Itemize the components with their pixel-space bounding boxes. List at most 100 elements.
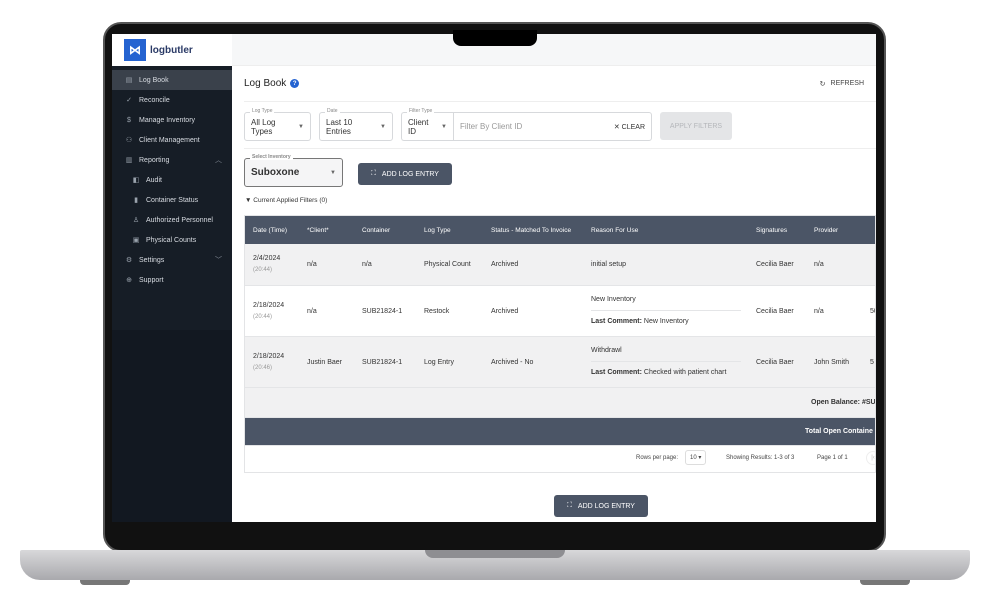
gear-icon: ⚙ xyxy=(125,257,133,264)
log-table: Date (Time) *Client* Container Log Type … xyxy=(244,215,876,473)
sidebar-item-reconcile[interactable]: ✓ Reconcile xyxy=(112,90,232,110)
log-type: Physical Count xyxy=(424,261,471,268)
last-comment-label: Last Comment: xyxy=(591,318,642,325)
date: 2/18/2024 xyxy=(253,302,285,309)
field-label: Select Inventory xyxy=(250,154,293,160)
main-content: Log Book? ↻ REFRESH Log Type All Log Types… xyxy=(232,66,876,522)
page-title-text: Log Book xyxy=(244,78,287,89)
client-id-filter-input[interactable]: Filter By Client ID ✕ CLEAR xyxy=(453,112,652,141)
time: (20:46) xyxy=(253,365,273,371)
refresh-button[interactable]: ↻ REFRESH xyxy=(820,80,864,88)
clear-button[interactable]: ✕ CLEAR xyxy=(613,123,645,131)
col-client[interactable]: *Client* xyxy=(307,227,329,234)
log-type-select[interactable]: Log Type All Log Types ▼ xyxy=(244,108,311,141)
sidebar-item-log-book[interactable]: ▤ Log Book xyxy=(112,70,232,90)
status: Archived xyxy=(491,261,519,268)
clipboard-icon: ▣ xyxy=(132,237,140,244)
sidebar-item-audit[interactable]: ◧ Audit xyxy=(112,170,232,190)
date-select[interactable]: Date Last 10 Entries ▼ xyxy=(319,108,393,141)
people-icon: ⚇ xyxy=(125,137,133,144)
button-label: ADD LOG ENTRY xyxy=(381,170,439,178)
label: Audit xyxy=(146,176,162,184)
bookmark-icon: ▮ xyxy=(134,197,138,204)
col-container[interactable]: Container xyxy=(362,227,391,234)
add-log-entry-button-bottom[interactable]: ⛶ ADD LOG ENTRY xyxy=(554,495,648,517)
label: Log Book xyxy=(139,76,169,84)
log-type: Restock xyxy=(424,308,450,315)
col-date[interactable]: Date (Time) xyxy=(253,227,288,234)
label: Physical Counts xyxy=(146,236,197,244)
open-balance-row: Open Balance: #SU xyxy=(245,388,876,418)
date: 2/18/2024 xyxy=(253,353,285,360)
rows-per-page-select[interactable]: 10 ▾ xyxy=(685,450,707,465)
caret-down-icon: ▼ xyxy=(441,123,447,130)
placeholder: Filter By Client ID xyxy=(460,122,523,131)
clear-label: CLEAR xyxy=(621,123,645,131)
sidebar-item-support[interactable]: ⊕ Support xyxy=(112,270,232,290)
sidebar-item-reporting[interactable]: ▥ Reporting ︿ xyxy=(112,150,232,170)
last-comment-text: New Inventory xyxy=(643,318,689,325)
lifebuoy-icon: ⊕ xyxy=(126,277,132,284)
caret-down-icon: ▼ xyxy=(380,123,386,130)
sidebar: ▤ Log Book ✓ Reconcile $ Manage Inventory ⚇… xyxy=(112,66,232,522)
sidebar-item-authorized-personnel[interactable]: ♙ Authorized Personnel xyxy=(112,210,232,230)
client: n/a xyxy=(307,261,317,268)
table-row[interactable]: 2/18/2024 (20:46) Justin Baer SUB21824-1… xyxy=(245,337,875,388)
sidebar-item-client-management[interactable]: ⚇ Client Management xyxy=(112,130,232,150)
table-row[interactable]: 2/4/2024 (20:44) n/a n/a Physical Count … xyxy=(245,244,875,286)
page-title: Log Book? xyxy=(244,78,300,89)
select-value: Suboxone xyxy=(251,167,300,178)
sidebar-item-container-status[interactable]: ▮ Container Status xyxy=(112,190,232,210)
page-indicator: Page 1 of 1 xyxy=(817,455,848,461)
rows-per-page-label: Rows per page: xyxy=(636,455,679,461)
signature: Cecilia Baer xyxy=(756,261,794,268)
reason: New Inventory xyxy=(591,296,636,303)
label: Support xyxy=(139,276,164,284)
add-entry-icon: ⛶ xyxy=(567,502,572,509)
first-page-icon[interactable]: |‹ xyxy=(866,451,875,465)
logo[interactable]: ⋈ logbutler xyxy=(112,34,232,66)
apply-filters-button[interactable]: APPLY FILTERS xyxy=(660,112,732,140)
button-label: ADD LOG ENTRY xyxy=(577,502,635,510)
time: (20:44) xyxy=(253,314,273,320)
label: Manage Inventory xyxy=(139,116,196,124)
select-inventory[interactable]: Select Inventory Suboxone ▼ xyxy=(244,154,343,187)
laptop-foot xyxy=(80,580,130,585)
add-log-entry-button[interactable]: ⛶ ADD LOG ENTRY xyxy=(358,163,452,185)
dollar-box-icon: $ xyxy=(127,116,131,124)
logo-bowtie-icon: ⋈ xyxy=(124,39,146,61)
total-open-containers: Total Open Containe xyxy=(805,428,873,435)
refresh-icon: ↻ xyxy=(819,81,826,88)
filter-type-select[interactable]: Filter Type Client ID ▼ xyxy=(401,108,453,141)
applied-filters-text: Current Applied Filters (0) xyxy=(253,197,328,204)
date: 2/4/2024 xyxy=(253,255,281,262)
col-status[interactable]: Status - Matched To Invoice xyxy=(491,227,572,234)
provider: John Smith xyxy=(814,359,850,366)
sidebar-item-physical-counts[interactable]: ▣ Physical Counts xyxy=(112,230,232,250)
help-icon[interactable]: ? xyxy=(290,79,300,88)
col-log-type[interactable]: Log Type xyxy=(424,227,451,234)
chevron-up-icon: ︿ xyxy=(215,157,222,164)
reason: Withdrawl xyxy=(591,347,622,354)
col-signatures[interactable]: Signatures xyxy=(756,227,788,234)
field-label: Log Type xyxy=(250,108,275,114)
sidebar-item-settings[interactable]: ⚙ Settings ﹀ xyxy=(112,250,232,270)
camera-notch xyxy=(453,30,537,46)
rows-per-page-value: 10 xyxy=(690,455,697,461)
caret-down-icon: ▼ xyxy=(298,123,304,130)
divider xyxy=(591,361,741,362)
col-reason[interactable]: Reason For Use xyxy=(591,227,639,234)
open-balance: Open Balance: #SU xyxy=(811,399,876,406)
table-row[interactable]: 2/18/2024 (20:44) n/a SUB21824-1 Restock… xyxy=(245,286,875,337)
last-comment: Last Comment: New Inventory xyxy=(591,318,689,325)
field-label: Filter Type xyxy=(407,108,435,114)
sidebar-item-manage-inventory[interactable]: $ Manage Inventory xyxy=(112,110,232,130)
label: Reporting xyxy=(139,156,170,164)
amount: 50 xyxy=(870,308,875,315)
col-provider[interactable]: Provider xyxy=(814,227,839,234)
container: SUB21824-1 xyxy=(362,359,403,366)
laptop-foot xyxy=(860,580,910,585)
provider: n/a xyxy=(814,261,824,268)
select-value: Last 10 Entries xyxy=(326,117,353,136)
client: Justin Baer xyxy=(307,359,343,366)
